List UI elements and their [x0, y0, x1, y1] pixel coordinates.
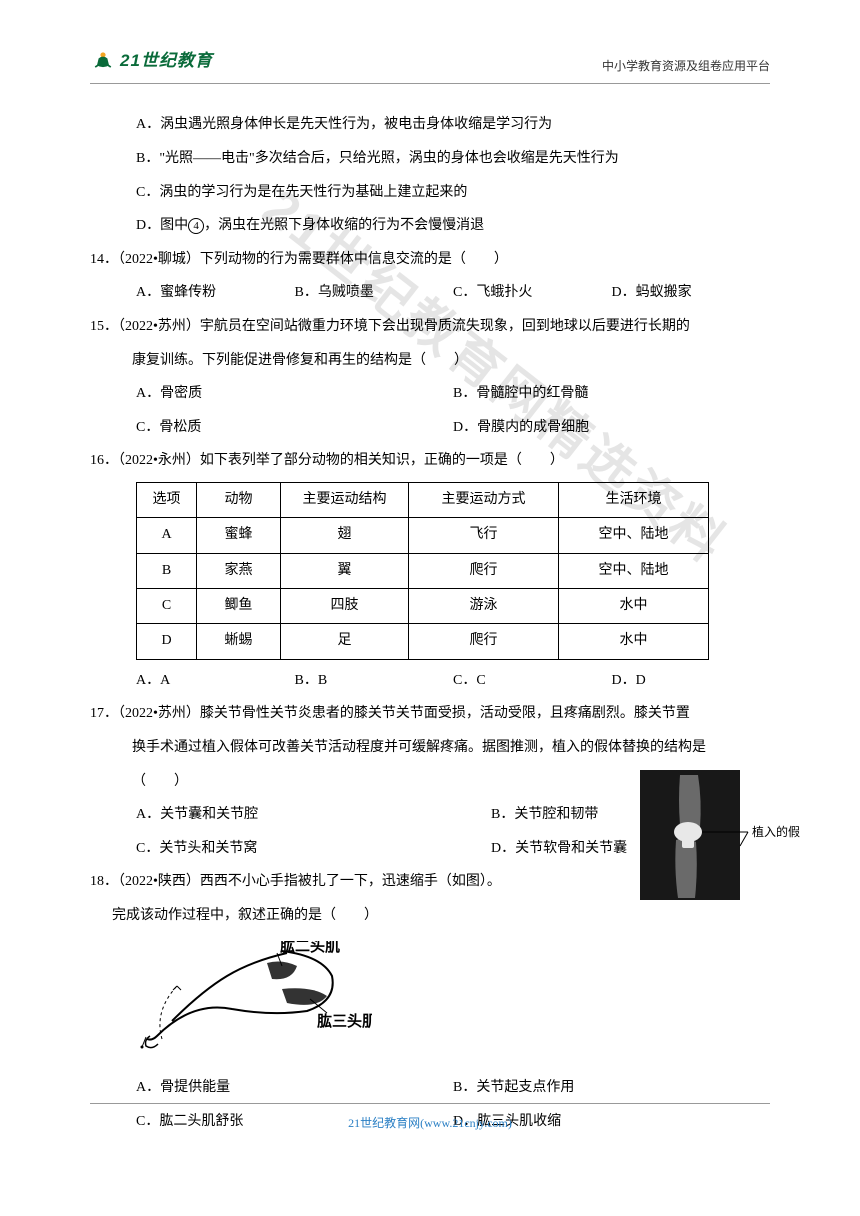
q16-cell: C	[137, 589, 197, 624]
q16-cell: 爬行	[409, 553, 559, 588]
q16-col-header: 选项	[137, 482, 197, 517]
q16-cell: B	[137, 553, 197, 588]
q16-stem: 16．（2022•永州）如下表列举了部分动物的相关知识，正确的一项是（ ）	[90, 444, 770, 478]
q16-options: A．A B．B C．C D．D	[90, 664, 770, 698]
q16-cell: 蜥蜴	[197, 624, 281, 659]
q15-option-b: B．骨髓腔中的红骨髓	[453, 377, 770, 411]
q16-cell: 鲫鱼	[197, 589, 281, 624]
footer-text: 21世纪教育网(www.21cnjy.com)	[348, 1116, 512, 1130]
q16-cell: 空中、陆地	[559, 553, 709, 588]
q14-options: A．蜜蜂传粉 B．乌贼喷墨 C．飞蛾扑火 D．蚂蚁搬家	[90, 276, 770, 310]
q13-option-a: A．涡虫遇光照身体伸长是先天性行为，被电击身体收缩是学习行为	[90, 108, 770, 142]
q16-cell: D	[137, 624, 197, 659]
logo-text: 21世纪教育	[120, 42, 213, 79]
q14-stem: 14．（2022•聊城）下列动物的行为需要群体中信息交流的是（ ）	[90, 243, 770, 277]
q16-col-header: 主要运动结构	[281, 482, 409, 517]
q16-option-d: D．D	[612, 664, 771, 698]
q17-option-a: A．关节囊和关节腔	[136, 798, 491, 832]
q16-col-header: 主要运动方式	[409, 482, 559, 517]
q15-options-row1: A．骨密质 B．骨髓腔中的红骨髓	[90, 377, 770, 411]
q16-cell: 翅	[281, 518, 409, 553]
q16-cell: 空中、陆地	[559, 518, 709, 553]
content: A．涡虫遇光照身体伸长是先天性行为，被电击身体收缩是学习行为 B．"光照——电击…	[90, 108, 770, 1138]
q18-option-b: B．关节起支点作用	[453, 1071, 770, 1105]
q16-cell: A	[137, 518, 197, 553]
q13-option-d: D．图中4，涡虫在光照下身体收缩的行为不会慢慢消退	[90, 209, 770, 243]
knee-xray-figure: 植入的假体	[640, 770, 800, 900]
q13-option-b: B．"光照——电击"多次结合后，只给光照，涡虫的身体也会收缩是先天性行为	[90, 142, 770, 176]
q16-cell: 翼	[281, 553, 409, 588]
q15-option-a: A．骨密质	[136, 377, 453, 411]
q16-option-a: A．A	[136, 664, 295, 698]
q16-cell: 水中	[559, 624, 709, 659]
q16-cell: 足	[281, 624, 409, 659]
q16-table: 选项动物主要运动结构主要运动方式生活环境A蜜蜂翅飞行空中、陆地B家燕翼爬行空中、…	[136, 482, 709, 660]
q18-stem-2: 完成该动作过程中，叙述正确的是（ ）	[90, 899, 770, 933]
q16-cell: 爬行	[409, 624, 559, 659]
q14-option-a: A．蜜蜂传粉	[136, 276, 295, 310]
q13-option-c: C．涡虫的学习行为是在先天性行为基础上建立起来的	[90, 176, 770, 210]
logo-icon	[90, 48, 116, 74]
q16-cell: 游泳	[409, 589, 559, 624]
q16-option-c: C．C	[453, 664, 612, 698]
knee-label: 植入的假体	[752, 824, 800, 839]
q16-cell: 蜜蜂	[197, 518, 281, 553]
arm-label-biceps: 肱二头肌	[280, 941, 340, 955]
q13-d-post: ，涡虫在光照下身体收缩的行为不会慢慢消退	[204, 218, 484, 233]
q17-stem-2: 换手术通过植入假体可改善关节活动程度并可缓解疼痛。据图推测，植入的假体替换的结构…	[90, 731, 770, 765]
q16-col-header: 生活环境	[559, 482, 709, 517]
q17-option-c: C．关节头和关节窝	[136, 832, 491, 866]
q17-stem-1: 17．（2022•苏州）膝关节骨性关节炎患者的膝关节关节面受损，活动受限，且疼痛…	[90, 697, 770, 731]
q16-cell: 飞行	[409, 518, 559, 553]
q14-option-b: B．乌贼喷墨	[295, 276, 454, 310]
q14-option-d: D．蚂蚁搬家	[612, 276, 771, 310]
q15-stem-2: 康复训练。下列能促进骨修复和再生的结构是（ ）	[90, 344, 770, 378]
q15-option-d: D．骨膜内的成骨细胞	[453, 411, 770, 445]
q13-circled-4: 4	[188, 218, 204, 234]
q15-options-row2: C．骨松质 D．骨膜内的成骨细胞	[90, 411, 770, 445]
q15-stem-1: 15．（2022•苏州）宇航员在空间站微重力环境下会出现骨质流失现象，回到地球以…	[90, 310, 770, 344]
page-header: 21世纪教育 中小学教育资源及组卷应用平台	[90, 42, 770, 84]
q16-cell: 水中	[559, 589, 709, 624]
q13-d-pre: D．图中	[136, 218, 188, 233]
arm-figure: 肱二头肌 肱三头肌	[132, 941, 770, 1064]
q16-option-b: B．B	[295, 664, 454, 698]
q18-option-a: A．骨提供能量	[136, 1071, 453, 1105]
header-subtitle: 中小学教育资源及组卷应用平台	[602, 53, 770, 79]
q16-cell: 家燕	[197, 553, 281, 588]
q16-col-header: 动物	[197, 482, 281, 517]
q18-options-row1: A．骨提供能量 B．关节起支点作用	[90, 1071, 770, 1105]
page-footer: 21世纪教育网(www.21cnjy.com)	[90, 1103, 770, 1136]
q14-option-c: C．飞蛾扑火	[453, 276, 612, 310]
q16-cell: 四肢	[281, 589, 409, 624]
q15-option-c: C．骨松质	[136, 411, 453, 445]
arm-label-triceps: 肱三头肌	[317, 1013, 372, 1030]
logo: 21世纪教育	[90, 42, 213, 79]
